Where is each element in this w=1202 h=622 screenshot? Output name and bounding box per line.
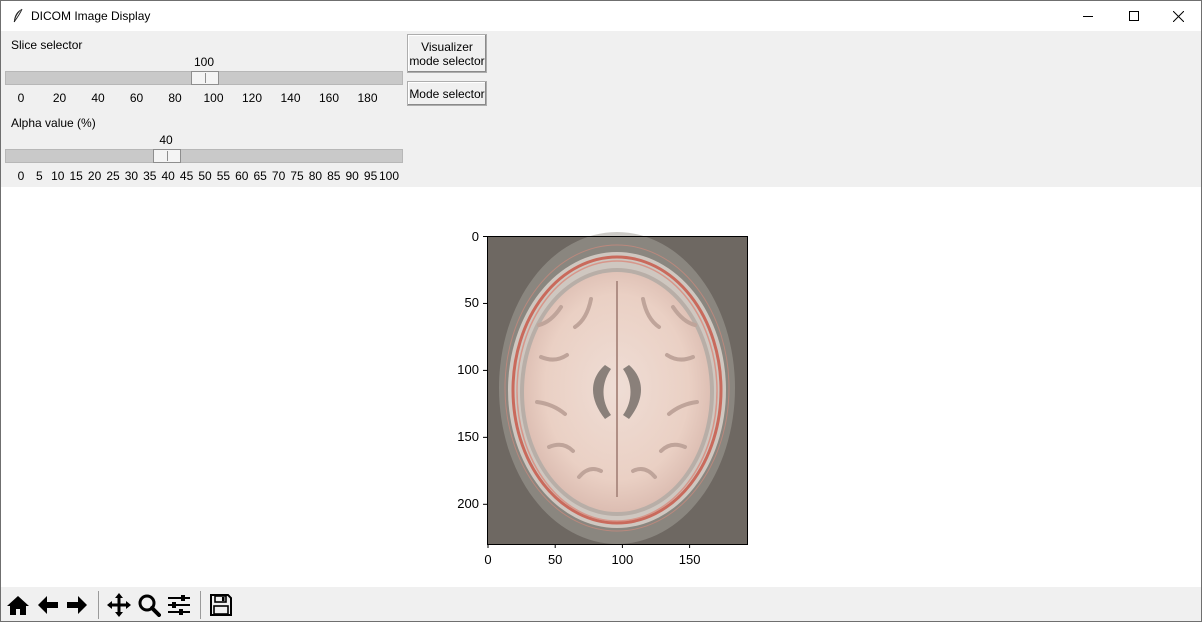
forward-arrow-icon <box>67 596 87 614</box>
title-bar: DICOM Image Display <box>1 1 1201 31</box>
slider-tick-label: 90 <box>345 169 359 183</box>
y-tick-marks <box>483 236 487 505</box>
slice-selector-value: 100 <box>193 55 215 69</box>
slider-tick-label: 50 <box>198 169 212 183</box>
visualizer-mode-line1: Visualizer <box>421 39 473 54</box>
toolbar-separator <box>200 591 201 619</box>
pan-icon <box>107 593 131 617</box>
slider-tick-label: 60 <box>235 169 249 183</box>
alpha-selector-label: Alpha value (%) <box>11 116 96 130</box>
back-arrow-icon <box>38 596 58 614</box>
slider-tick-label: 120 <box>241 91 263 105</box>
slider-tick-label: 20 <box>52 91 67 105</box>
slice-selector-slider[interactable] <box>5 71 403 85</box>
configure-subplots-button[interactable] <box>165 591 193 619</box>
maximize-button[interactable] <box>1111 1 1157 31</box>
slider-tick-label: 95 <box>363 169 378 183</box>
x-tick-label: 100 <box>611 552 634 567</box>
slider-tick-label: 40 <box>91 91 105 105</box>
slider-tick-label: 60 <box>129 91 144 105</box>
save-button[interactable] <box>207 591 235 619</box>
axes <box>483 232 748 548</box>
axes-frame <box>487 236 748 545</box>
slider-tick-label: 140 <box>280 91 301 105</box>
slider-tick-label: 25 <box>106 169 120 183</box>
y-tick-label: 0 <box>471 228 479 244</box>
home-icon <box>7 596 29 615</box>
slider-tick-label: 40 <box>161 169 175 183</box>
y-tick-label: 50 <box>464 295 479 311</box>
pan-button[interactable] <box>105 591 133 619</box>
forward-button[interactable] <box>63 591 91 619</box>
slider-tick-label: 0 <box>17 91 25 105</box>
slider-tick-label: 10 <box>51 169 65 183</box>
alpha-selector-slider[interactable] <box>5 149 403 163</box>
minimize-icon <box>1083 16 1093 17</box>
alpha-selector-thumb[interactable] <box>153 149 181 163</box>
back-button[interactable] <box>34 591 62 619</box>
zoom-button[interactable] <box>135 591 163 619</box>
slider-tick-label: 45 <box>179 169 194 183</box>
plot-area[interactable]: 0 50 100 150 200 0 50 100 150 <box>1 187 1201 587</box>
alpha-selector-value: 40 <box>159 133 173 147</box>
slider-tick-label: 35 <box>143 169 157 183</box>
home-button[interactable] <box>4 591 32 619</box>
x-tick-label: 0 <box>484 552 492 567</box>
slider-tick-label: 100 <box>203 91 224 105</box>
configure-subplots-icon <box>168 595 190 615</box>
toolbar-separator <box>98 591 99 619</box>
slider-tick-label: 85 <box>327 169 341 183</box>
mode-selector-button[interactable]: Mode selector <box>407 81 487 106</box>
close-button[interactable] <box>1155 1 1201 31</box>
visualizer-mode-line2: mode selector <box>409 53 485 68</box>
slider-tick-label: 70 <box>271 169 286 183</box>
close-icon <box>1172 10 1184 22</box>
save-icon <box>210 594 232 616</box>
maximize-icon <box>1129 11 1139 21</box>
slice-selector-label: Slice selector <box>11 38 83 52</box>
navigation-toolbar <box>1 587 1201 621</box>
slider-tick-label: 100 <box>378 169 400 183</box>
slice-selector-thumb[interactable] <box>191 71 219 85</box>
mode-selector-label: Mode selector <box>409 86 485 101</box>
minimize-button[interactable] <box>1065 1 1111 31</box>
slider-tick-label: 20 <box>87 169 102 183</box>
slider-tick-label: 55 <box>216 169 231 183</box>
slider-tick-label: 160 <box>318 91 340 105</box>
slider-tick-label: 5 <box>36 169 43 183</box>
x-tick-label: 150 <box>678 552 701 567</box>
slider-tick-label: 80 <box>308 169 323 183</box>
x-tick-marks <box>487 544 691 548</box>
slider-tick-label: 15 <box>69 169 83 183</box>
slider-tick-label: 65 <box>253 169 267 183</box>
window-title: DICOM Image Display <box>31 9 151 23</box>
slider-tick-label: 180 <box>357 91 378 105</box>
zoom-icon <box>138 594 161 617</box>
slider-tick-label: 30 <box>124 169 139 183</box>
controls-panel: Slice selector 100 0 20 40 60 80 100 120 140 160… <box>1 31 1201 187</box>
feather-icon <box>13 8 23 23</box>
y-tick-label: 150 <box>457 429 479 445</box>
slider-tick-label: 80 <box>168 91 182 105</box>
slider-tick-label: 0 <box>17 169 25 183</box>
y-tick-label: 100 <box>457 362 479 378</box>
visualizer-mode-selector-button[interactable]: Visualizer mode selector <box>407 34 487 73</box>
brain-slice-image <box>499 232 735 544</box>
y-tick-label: 200 <box>457 496 479 512</box>
slider-tick-label: 75 <box>290 169 304 183</box>
x-tick-label: 50 <box>547 552 563 567</box>
